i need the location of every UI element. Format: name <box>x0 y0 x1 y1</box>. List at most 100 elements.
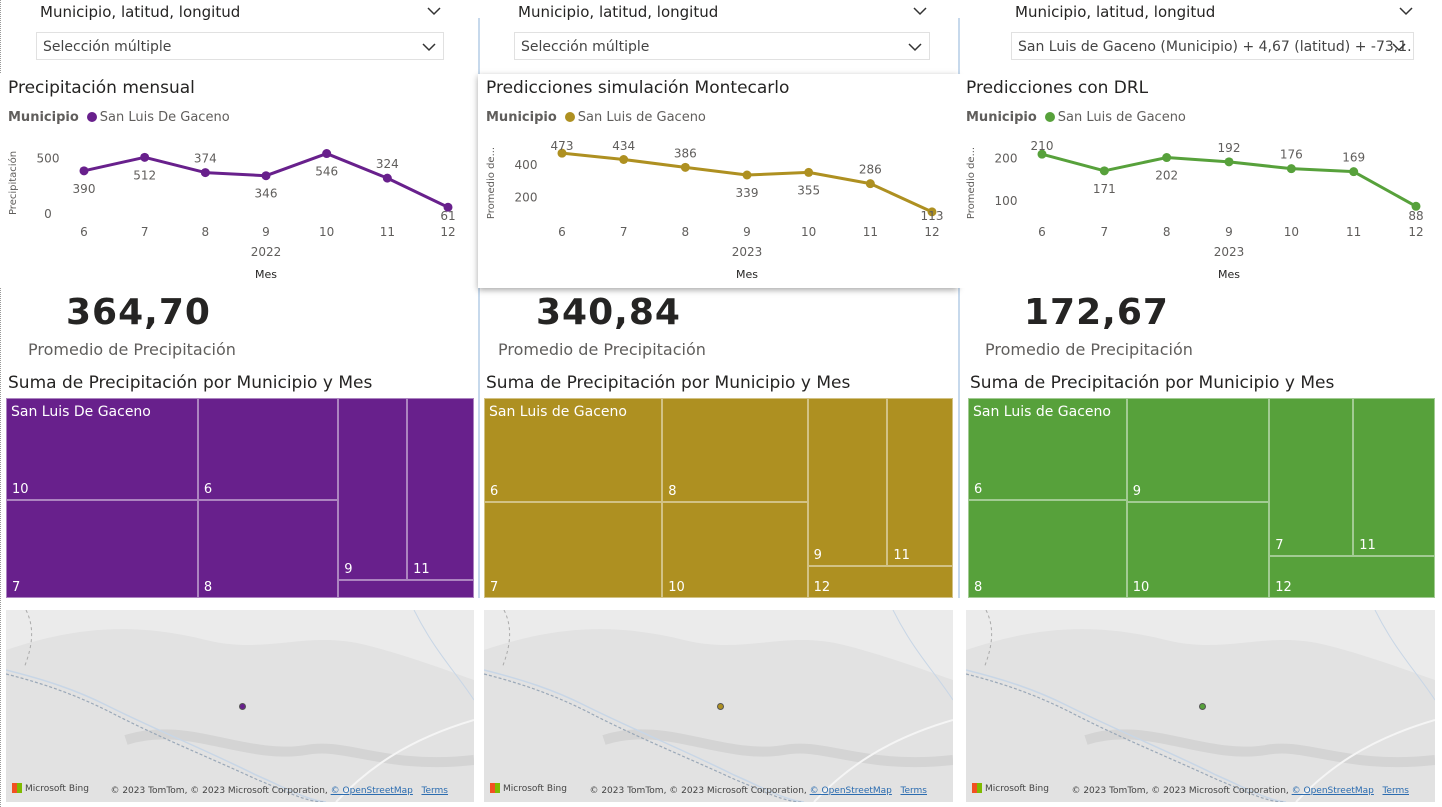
treemap-cell[interactable]: 11 <box>1353 398 1435 556</box>
chevron-down-icon[interactable] <box>421 39 437 55</box>
x-tick-label: 7 <box>1101 225 1109 239</box>
treemap-cell[interactable]: 12 <box>807 566 953 598</box>
treemap-cell[interactable]: 12 <box>1269 556 1435 598</box>
slicer-dropdown[interactable]: San Luis de Gaceno (Municipio) + 4,67 (l… <box>1011 32 1414 60</box>
treemap[interactable]: 6 9 8 10 7 11 12 San Luis de Gaceno <box>968 398 1435 598</box>
data-point[interactable] <box>79 166 89 176</box>
map-visual[interactable]: Microsoft Bing © 2023 TomTom, © 2023 Mic… <box>966 610 1435 802</box>
data-label: 113 <box>921 209 944 223</box>
kpi-value: 172,67 <box>1024 292 1169 333</box>
treemap[interactable]: 10 6 7 8 9 11 San Luis De Gaceno <box>6 398 474 598</box>
treemap-cell[interactable]: 8 <box>662 398 808 502</box>
map-location-marker[interactable] <box>239 703 246 710</box>
treemap-cell[interactable]: 6 <box>968 398 1127 500</box>
dashboard-column-1: Municipio, latitud, longitud Selección m… <box>0 0 478 807</box>
map-visual[interactable]: Microsoft Bing © 2023 TomTom, © 2023 Mic… <box>484 610 953 802</box>
treemap-cell[interactable]: 10 <box>6 398 198 500</box>
chevron-down-icon[interactable] <box>912 3 928 19</box>
data-label: 202 <box>1155 169 1178 183</box>
treemap-title: Suma de Precipitación por Municipio y Me… <box>970 373 1335 393</box>
treemap-cell[interactable]: 7 <box>6 500 198 598</box>
data-point[interactable] <box>804 167 814 177</box>
data-point[interactable] <box>1037 149 1047 159</box>
treemap-cell[interactable]: 11 <box>887 398 953 566</box>
chart-legend: Municipio San Luis de Gaceno <box>486 110 706 125</box>
treemap-cell[interactable]: 6 <box>197 398 339 500</box>
terms-link[interactable]: Terms <box>421 786 448 796</box>
line-chart[interactable]: Precipitación 0 500 390 512 374 346 546 324 61 6 7 8… <box>0 134 474 284</box>
chevron-down-icon[interactable] <box>426 3 442 19</box>
x-tick-label: 10 <box>1284 225 1299 239</box>
data-point[interactable] <box>443 202 453 212</box>
map-location-marker[interactable] <box>717 703 724 710</box>
legend-series[interactable]: San Luis de Gaceno <box>577 110 706 125</box>
osm-link[interactable]: © OpenStreetMap <box>809 786 892 796</box>
map-attribution: © 2023 TomTom, © 2023 Microsoft Corporat… <box>110 786 448 796</box>
line-chart-card[interactable]: Precipitación mensual Municipio San Luis … <box>0 74 474 288</box>
treemap-cell[interactable]: 9 <box>1126 398 1270 502</box>
slicer-label: Municipio, latitud, longitud <box>1015 3 1216 21</box>
chevron-down-icon[interactable] <box>1398 3 1414 19</box>
slicer-dropdown[interactable]: Selección múltiple <box>36 32 444 60</box>
data-point[interactable] <box>680 162 690 172</box>
osm-link[interactable]: © OpenStreetMap <box>1291 786 1374 796</box>
x-year-label: 2023 <box>732 245 763 259</box>
data-point[interactable] <box>1349 167 1359 177</box>
treemap-cell[interactable]: 9 <box>807 398 888 566</box>
treemap-cell-label: 7 <box>12 580 21 595</box>
data-point[interactable] <box>1099 166 1109 176</box>
data-point[interactable] <box>927 207 937 217</box>
data-point[interactable] <box>261 171 271 181</box>
data-point[interactable] <box>1162 153 1172 163</box>
line-chart-card[interactable]: Predicciones simulación Montecarlo Munic… <box>478 74 958 288</box>
slicer-header[interactable]: Municipio, latitud, longitud <box>40 3 442 25</box>
y-tick-label: 500 <box>37 152 60 166</box>
data-point[interactable] <box>865 179 875 189</box>
treemap-cell[interactable]: 7 <box>1269 398 1354 556</box>
map-location-marker[interactable] <box>1199 703 1206 710</box>
chevron-down-icon[interactable] <box>1391 39 1407 55</box>
data-point[interactable] <box>140 152 150 162</box>
data-point[interactable] <box>1286 164 1296 174</box>
legend-series[interactable]: San Luis de Gaceno <box>1057 110 1186 125</box>
data-label: 355 <box>797 183 820 197</box>
line-chart-card[interactable]: Predicciones con DRL Municipio San Luis d… <box>958 74 1442 288</box>
treemap-cell[interactable]: 11 <box>407 398 474 580</box>
x-tick-label: 7 <box>620 225 628 239</box>
data-point[interactable] <box>200 168 210 178</box>
osm-link[interactable]: © OpenStreetMap <box>330 786 413 796</box>
treemap-cell[interactable]: 6 <box>484 398 663 502</box>
treemap-cell[interactable]: 10 <box>662 502 808 598</box>
treemap-cell[interactable]: 8 <box>197 500 339 598</box>
data-point[interactable] <box>557 148 567 158</box>
slicer-dropdown[interactable]: Selección múltiple <box>514 32 930 60</box>
line-chart[interactable]: Promedio de... 200 400 473 434 386 339 355 286 11… <box>478 134 958 284</box>
terms-link[interactable]: Terms <box>1382 786 1409 796</box>
data-point[interactable] <box>1224 157 1234 167</box>
y-tick-label: 200 <box>995 151 1018 165</box>
treemap-cell[interactable]: 8 <box>968 500 1127 598</box>
treemap-cell[interactable]: 9 <box>338 398 408 580</box>
dashboard-column-2: Municipio, latitud, longitud Selección m… <box>478 0 958 807</box>
treemap[interactable]: 6 8 7 10 9 11 12 San Luis de Gaceno <box>484 398 953 598</box>
x-year-label: 2022 <box>251 245 282 259</box>
data-point[interactable] <box>322 149 332 159</box>
data-point[interactable] <box>619 155 629 165</box>
chevron-down-icon[interactable] <box>907 39 923 55</box>
data-point[interactable] <box>1411 201 1421 211</box>
treemap-cell-label: 12 <box>1275 580 1292 595</box>
x-tick-label: 12 <box>924 225 939 239</box>
map-visual[interactable]: Microsoft Bing © 2023 TomTom, © 2023 Mic… <box>6 610 474 802</box>
terms-link[interactable]: Terms <box>900 786 927 796</box>
treemap-group-label: San Luis De Gaceno <box>11 404 151 420</box>
treemap-cell-label: 8 <box>203 580 213 595</box>
treemap-cell[interactable]: 7 <box>484 502 663 598</box>
treemap-cell[interactable] <box>338 580 474 598</box>
legend-series[interactable]: San Luis De Gaceno <box>99 110 230 125</box>
slicer-header[interactable]: Municipio, latitud, longitud <box>1015 3 1414 25</box>
data-point[interactable] <box>382 173 392 183</box>
slicer-header[interactable]: Municipio, latitud, longitud <box>518 3 928 25</box>
treemap-cell[interactable]: 10 <box>1126 502 1270 598</box>
data-point[interactable] <box>742 170 752 180</box>
